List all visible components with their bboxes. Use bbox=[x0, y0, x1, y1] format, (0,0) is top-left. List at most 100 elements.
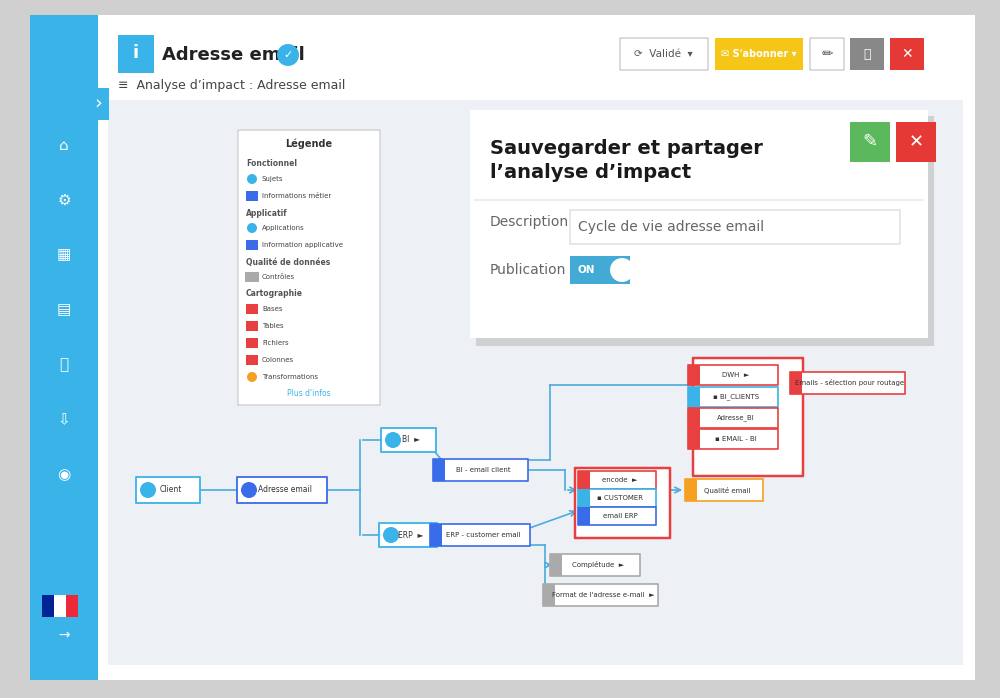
Text: ▤: ▤ bbox=[57, 302, 71, 318]
FancyBboxPatch shape bbox=[578, 489, 590, 507]
FancyBboxPatch shape bbox=[238, 130, 380, 405]
FancyBboxPatch shape bbox=[688, 365, 778, 385]
Circle shape bbox=[241, 482, 257, 498]
Text: ON: ON bbox=[578, 265, 596, 275]
Text: ✕: ✕ bbox=[901, 47, 913, 61]
Text: →: → bbox=[58, 628, 70, 642]
Circle shape bbox=[385, 432, 401, 448]
Text: ✉ S'abonner ▾: ✉ S'abonner ▾ bbox=[721, 49, 797, 59]
FancyBboxPatch shape bbox=[790, 372, 905, 394]
FancyBboxPatch shape bbox=[688, 408, 778, 428]
Text: ⇩: ⇩ bbox=[58, 413, 70, 427]
Text: Applicatif: Applicatif bbox=[246, 209, 288, 218]
Text: ERP - customer email: ERP - customer email bbox=[446, 532, 520, 538]
Text: Qualité de données: Qualité de données bbox=[246, 258, 330, 267]
Text: encode  ►: encode ► bbox=[602, 477, 638, 483]
FancyBboxPatch shape bbox=[790, 372, 802, 394]
FancyBboxPatch shape bbox=[543, 584, 555, 606]
Text: Qualité email: Qualité email bbox=[704, 487, 750, 493]
FancyBboxPatch shape bbox=[578, 471, 590, 489]
Text: Légende: Légende bbox=[285, 139, 333, 149]
FancyBboxPatch shape bbox=[688, 408, 700, 428]
Text: BI  ►: BI ► bbox=[402, 436, 420, 445]
Text: ▦: ▦ bbox=[57, 248, 71, 262]
FancyBboxPatch shape bbox=[693, 358, 803, 476]
Text: ▪ EMAIL - BI: ▪ EMAIL - BI bbox=[715, 436, 757, 442]
FancyBboxPatch shape bbox=[476, 116, 934, 346]
Text: l’analyse d’impact: l’analyse d’impact bbox=[490, 163, 691, 181]
Text: Fichiers: Fichiers bbox=[262, 340, 289, 346]
FancyBboxPatch shape bbox=[543, 584, 658, 606]
FancyBboxPatch shape bbox=[136, 477, 200, 503]
Text: i: i bbox=[133, 44, 139, 62]
FancyBboxPatch shape bbox=[550, 554, 562, 576]
Text: ⬜: ⬜ bbox=[863, 47, 871, 61]
FancyBboxPatch shape bbox=[688, 387, 778, 407]
FancyBboxPatch shape bbox=[246, 304, 258, 314]
Text: Sauvegarder et partager: Sauvegarder et partager bbox=[490, 138, 763, 158]
FancyBboxPatch shape bbox=[688, 387, 700, 407]
Text: Complétude  ►: Complétude ► bbox=[572, 561, 624, 568]
FancyBboxPatch shape bbox=[850, 38, 884, 70]
Text: Format de l'adresse e-mail  ►: Format de l'adresse e-mail ► bbox=[552, 592, 654, 598]
FancyBboxPatch shape bbox=[246, 355, 258, 365]
FancyBboxPatch shape bbox=[715, 38, 803, 70]
FancyBboxPatch shape bbox=[578, 507, 656, 525]
FancyBboxPatch shape bbox=[570, 256, 630, 284]
FancyBboxPatch shape bbox=[42, 595, 78, 617]
FancyBboxPatch shape bbox=[93, 88, 109, 120]
Text: ⌂: ⌂ bbox=[59, 138, 69, 152]
Text: ✎: ✎ bbox=[862, 133, 878, 151]
Text: Transformations: Transformations bbox=[262, 374, 318, 380]
Text: Adresse email: Adresse email bbox=[258, 486, 312, 494]
FancyBboxPatch shape bbox=[30, 15, 98, 680]
Text: email ERP: email ERP bbox=[603, 513, 637, 519]
Text: Fonctionnel: Fonctionnel bbox=[246, 160, 297, 168]
FancyBboxPatch shape bbox=[237, 477, 327, 503]
Text: BI - email client: BI - email client bbox=[456, 467, 510, 473]
FancyBboxPatch shape bbox=[433, 459, 445, 481]
FancyBboxPatch shape bbox=[430, 524, 442, 546]
Bar bbox=[54, 595, 66, 617]
FancyBboxPatch shape bbox=[246, 321, 258, 331]
FancyBboxPatch shape bbox=[245, 272, 259, 282]
Text: Sujets: Sujets bbox=[262, 176, 284, 182]
FancyBboxPatch shape bbox=[470, 110, 928, 338]
Circle shape bbox=[383, 527, 399, 543]
Text: Tables: Tables bbox=[262, 323, 284, 329]
FancyBboxPatch shape bbox=[95, 15, 975, 680]
Text: ERP  ►: ERP ► bbox=[398, 530, 424, 540]
FancyBboxPatch shape bbox=[685, 479, 763, 501]
FancyBboxPatch shape bbox=[688, 429, 700, 449]
Text: Adresse email: Adresse email bbox=[162, 46, 305, 64]
Text: Informations métier: Informations métier bbox=[262, 193, 331, 199]
FancyBboxPatch shape bbox=[685, 479, 697, 501]
FancyBboxPatch shape bbox=[810, 38, 844, 70]
FancyBboxPatch shape bbox=[570, 210, 900, 244]
FancyBboxPatch shape bbox=[246, 338, 258, 348]
Text: DWH  ►: DWH ► bbox=[722, 372, 750, 378]
Text: ✕: ✕ bbox=[908, 133, 924, 151]
FancyBboxPatch shape bbox=[381, 428, 436, 452]
Circle shape bbox=[247, 372, 257, 382]
Text: Client: Client bbox=[160, 486, 182, 494]
FancyBboxPatch shape bbox=[850, 122, 890, 162]
Text: Contrôles: Contrôles bbox=[262, 274, 295, 280]
FancyBboxPatch shape bbox=[890, 38, 924, 70]
FancyBboxPatch shape bbox=[108, 100, 963, 665]
FancyBboxPatch shape bbox=[246, 240, 258, 250]
FancyBboxPatch shape bbox=[578, 489, 656, 507]
Text: ≡  Analyse d’impact : Adresse email: ≡ Analyse d’impact : Adresse email bbox=[118, 78, 345, 91]
Text: Plus d'infos: Plus d'infos bbox=[287, 389, 331, 399]
FancyBboxPatch shape bbox=[688, 365, 700, 385]
Text: Bases: Bases bbox=[262, 306, 283, 312]
Text: Emails - sélection pour routage: Emails - sélection pour routage bbox=[795, 380, 905, 387]
FancyBboxPatch shape bbox=[430, 524, 530, 546]
Bar bbox=[66, 595, 78, 617]
Circle shape bbox=[247, 223, 257, 233]
Circle shape bbox=[277, 44, 299, 66]
Text: ▪ CUSTOMER: ▪ CUSTOMER bbox=[597, 495, 643, 501]
Text: Information applicative: Information applicative bbox=[262, 242, 343, 248]
Text: ✏: ✏ bbox=[821, 47, 833, 61]
FancyBboxPatch shape bbox=[550, 554, 640, 576]
